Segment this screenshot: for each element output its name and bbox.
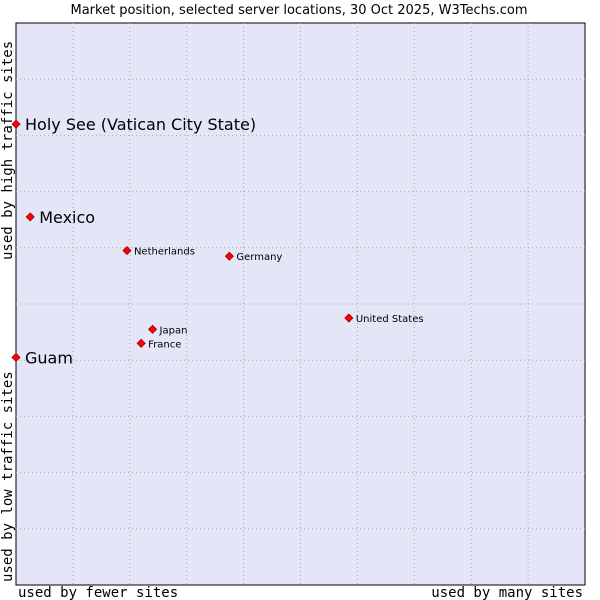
point-label-holy-see-vatican-city-state: Holy See (Vatican City State) <box>25 115 256 134</box>
point-marker-guam <box>11 352 21 362</box>
grid-lines <box>16 23 585 585</box>
chart-title: Market position, selected server locatio… <box>70 3 527 18</box>
point-label-united-states: United States <box>356 314 424 325</box>
point-label-japan: Japan <box>159 325 188 336</box>
point-marker-france <box>136 338 146 348</box>
point-label-germany: Germany <box>236 252 282 263</box>
point-marker-germany <box>224 251 234 261</box>
point-label-france: France <box>148 339 181 350</box>
point-marker-japan <box>147 324 158 334</box>
point-label-netherlands: Netherlands <box>134 247 195 258</box>
data-points: Holy See (Vatican City State) Mexico Nethe… <box>11 115 424 367</box>
point-label-mexico: Mexico <box>39 208 95 227</box>
x-axis-label-low: used by fewer sites <box>18 585 178 600</box>
point-marker-united-states <box>344 313 354 323</box>
point-marker-netherlands <box>122 246 132 256</box>
y-axis-label-high: used by high traffic sites <box>0 41 16 260</box>
x-axis-label-high: used by many sites <box>431 585 583 600</box>
point-marker-mexico <box>25 212 35 222</box>
point-label-guam: Guam <box>25 348 73 367</box>
point-marker-holy-see-vatican-city-state <box>11 119 21 129</box>
y-axis-label-low: used by low traffic sites <box>0 371 16 582</box>
